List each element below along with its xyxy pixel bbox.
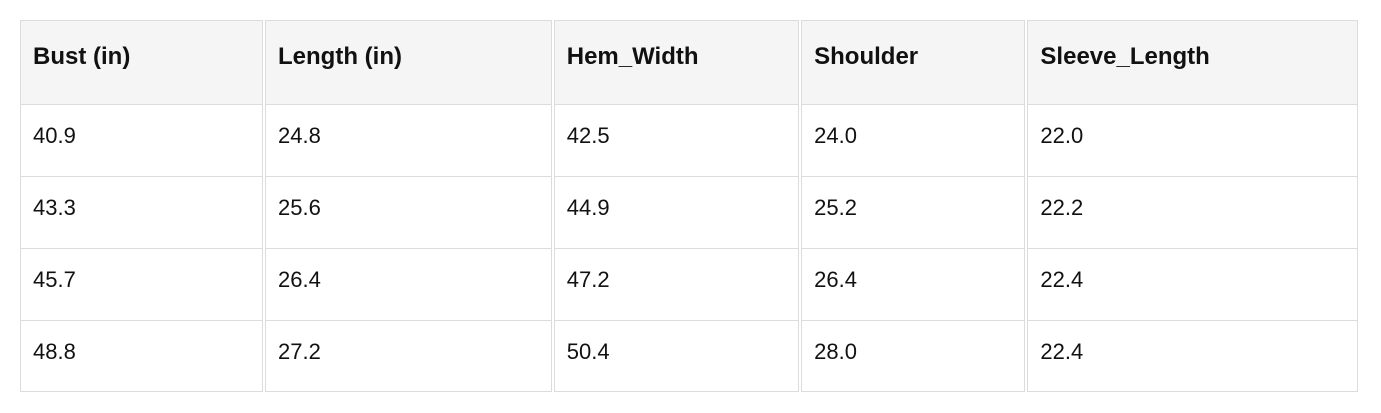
table-row: 48.8 27.2 50.4 28.0 22.4 bbox=[20, 320, 1358, 392]
table-cell: 27.2 bbox=[265, 320, 552, 392]
table-cell: 25.6 bbox=[265, 176, 552, 248]
size-table: Bust (in) Length (in) Hem_Width Shoulder… bbox=[18, 20, 1360, 392]
table-row: 45.7 26.4 47.2 26.4 22.4 bbox=[20, 248, 1358, 320]
header-length: Length (in) bbox=[265, 20, 552, 104]
table-cell: 24.0 bbox=[801, 104, 1026, 176]
table-cell: 24.8 bbox=[265, 104, 552, 176]
table-cell: 44.9 bbox=[553, 176, 800, 248]
table-row: 40.9 24.8 42.5 24.0 22.0 bbox=[20, 104, 1358, 176]
table-cell: 22.0 bbox=[1027, 104, 1358, 176]
header-hem-width: Hem_Width bbox=[553, 20, 800, 104]
header-shoulder: Shoulder bbox=[801, 20, 1026, 104]
table-cell: 22.2 bbox=[1027, 176, 1358, 248]
table-cell: 22.4 bbox=[1027, 320, 1358, 392]
table-cell: 26.4 bbox=[265, 248, 552, 320]
header-row: Bust (in) Length (in) Hem_Width Shoulder… bbox=[20, 20, 1358, 104]
table-cell: 40.9 bbox=[20, 104, 264, 176]
table-cell: 47.2 bbox=[553, 248, 800, 320]
header-sleeve-length: Sleeve_Length bbox=[1027, 20, 1358, 104]
header-bust: Bust (in) bbox=[20, 20, 264, 104]
table-cell: 45.7 bbox=[20, 248, 264, 320]
table-cell: 25.2 bbox=[801, 176, 1026, 248]
table-row: 43.3 25.6 44.9 25.2 22.2 bbox=[20, 176, 1358, 248]
table-cell: 28.0 bbox=[801, 320, 1026, 392]
table-cell: 43.3 bbox=[20, 176, 264, 248]
table-cell: 22.4 bbox=[1027, 248, 1358, 320]
table-cell: 48.8 bbox=[20, 320, 264, 392]
table-cell: 26.4 bbox=[801, 248, 1026, 320]
table-cell: 42.5 bbox=[553, 104, 800, 176]
table-cell: 50.4 bbox=[553, 320, 800, 392]
